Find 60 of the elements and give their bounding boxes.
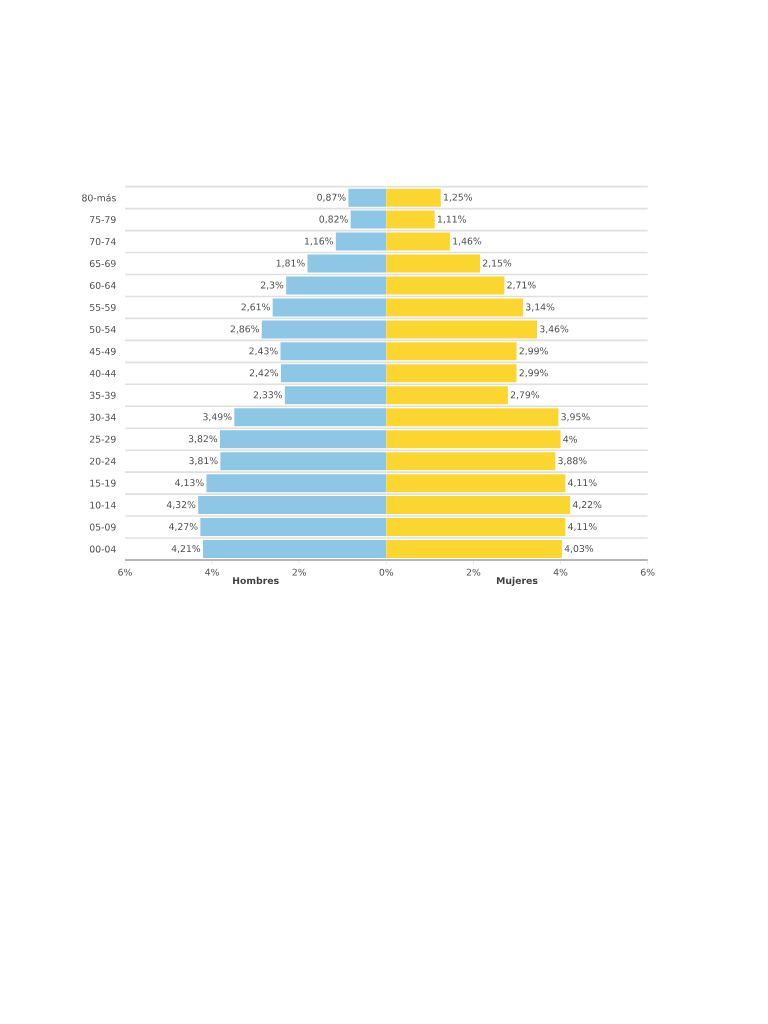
data-label: 2,42% [249, 369, 279, 378]
y-tick-label: 00-04 [89, 545, 116, 553]
y-tick-label: 25-29 [89, 435, 116, 443]
x-tick-label: 6% [640, 568, 655, 576]
y-tick-label: 30-34 [89, 413, 116, 421]
data-label: 2,79% [510, 391, 540, 400]
data-label: 4,11% [568, 479, 597, 488]
data-label: 2,99% [519, 369, 548, 378]
data-label: 2,86% [230, 325, 259, 334]
data-label: 3,95% [561, 413, 590, 422]
data-label: 0,87% [317, 193, 346, 202]
x-tick-label: 2% [292, 568, 307, 576]
x-axis-title: Mujeres [496, 576, 538, 586]
data-label: 4,27% [169, 523, 198, 532]
y-tick-label: 75-79 [90, 216, 116, 224]
data-label: 3,81% [189, 457, 218, 466]
data-label: 2,71% [507, 281, 536, 290]
data-label: 4,32% [166, 501, 196, 510]
data-label: 4,03% [564, 545, 594, 554]
data-label: 3,46% [540, 325, 569, 334]
x-tick-label: 4% [205, 568, 219, 576]
data-label: 2,15% [482, 259, 512, 268]
data-label: 1,25% [444, 193, 473, 202]
y-tick-label: 65-69 [89, 260, 116, 268]
x-tick-label: 0% [379, 568, 394, 576]
y-tick-label: 50-54 [89, 325, 116, 333]
data-label: 2,99% [519, 347, 548, 356]
data-label: 4,13% [175, 479, 204, 488]
y-tick-label: 70-74 [90, 238, 116, 246]
data-label: 0,82% [319, 215, 348, 224]
data-label: 2,3% [260, 281, 284, 290]
y-tick-label: 55-59 [89, 303, 116, 311]
data-label: 1,81% [276, 259, 305, 268]
data-label: 3,82% [188, 435, 218, 444]
data-label: 3,14% [526, 303, 555, 312]
x-axis-title: Hombres [233, 576, 279, 585]
data-label: 1,46% [453, 237, 482, 246]
x-tick-label: 2% [466, 568, 481, 576]
y-tick-label: 35-39 [89, 391, 116, 399]
y-tick-label: 10-14 [90, 501, 116, 509]
data-label: 4,22% [572, 501, 602, 510]
y-tick-label: 45-49 [89, 347, 116, 355]
y-tick-label: 05-09 [89, 523, 116, 531]
y-tick-label: 15-19 [90, 479, 116, 487]
data-label: 3,49% [203, 413, 232, 422]
data-label: 2,33% [253, 391, 283, 400]
data-label: 4,21% [171, 545, 201, 554]
x-tick-label: 4% [553, 568, 568, 576]
y-tick-label: 20-24 [89, 457, 116, 465]
data-label: 3,88% [558, 457, 587, 466]
data-label: 1,16% [305, 237, 334, 246]
x-tick-label: 6% [118, 568, 132, 576]
y-tick-label: 40-44 [89, 369, 116, 377]
data-label: 2,43% [249, 347, 278, 356]
data-label: 1,11% [437, 215, 466, 224]
data-label: 2,61% [241, 303, 270, 312]
y-tick-label: 60-64 [89, 281, 116, 289]
y-tick-label: 80-más [82, 193, 116, 202]
data-label: 4,11% [568, 523, 597, 532]
data-label: 4% [563, 435, 578, 443]
